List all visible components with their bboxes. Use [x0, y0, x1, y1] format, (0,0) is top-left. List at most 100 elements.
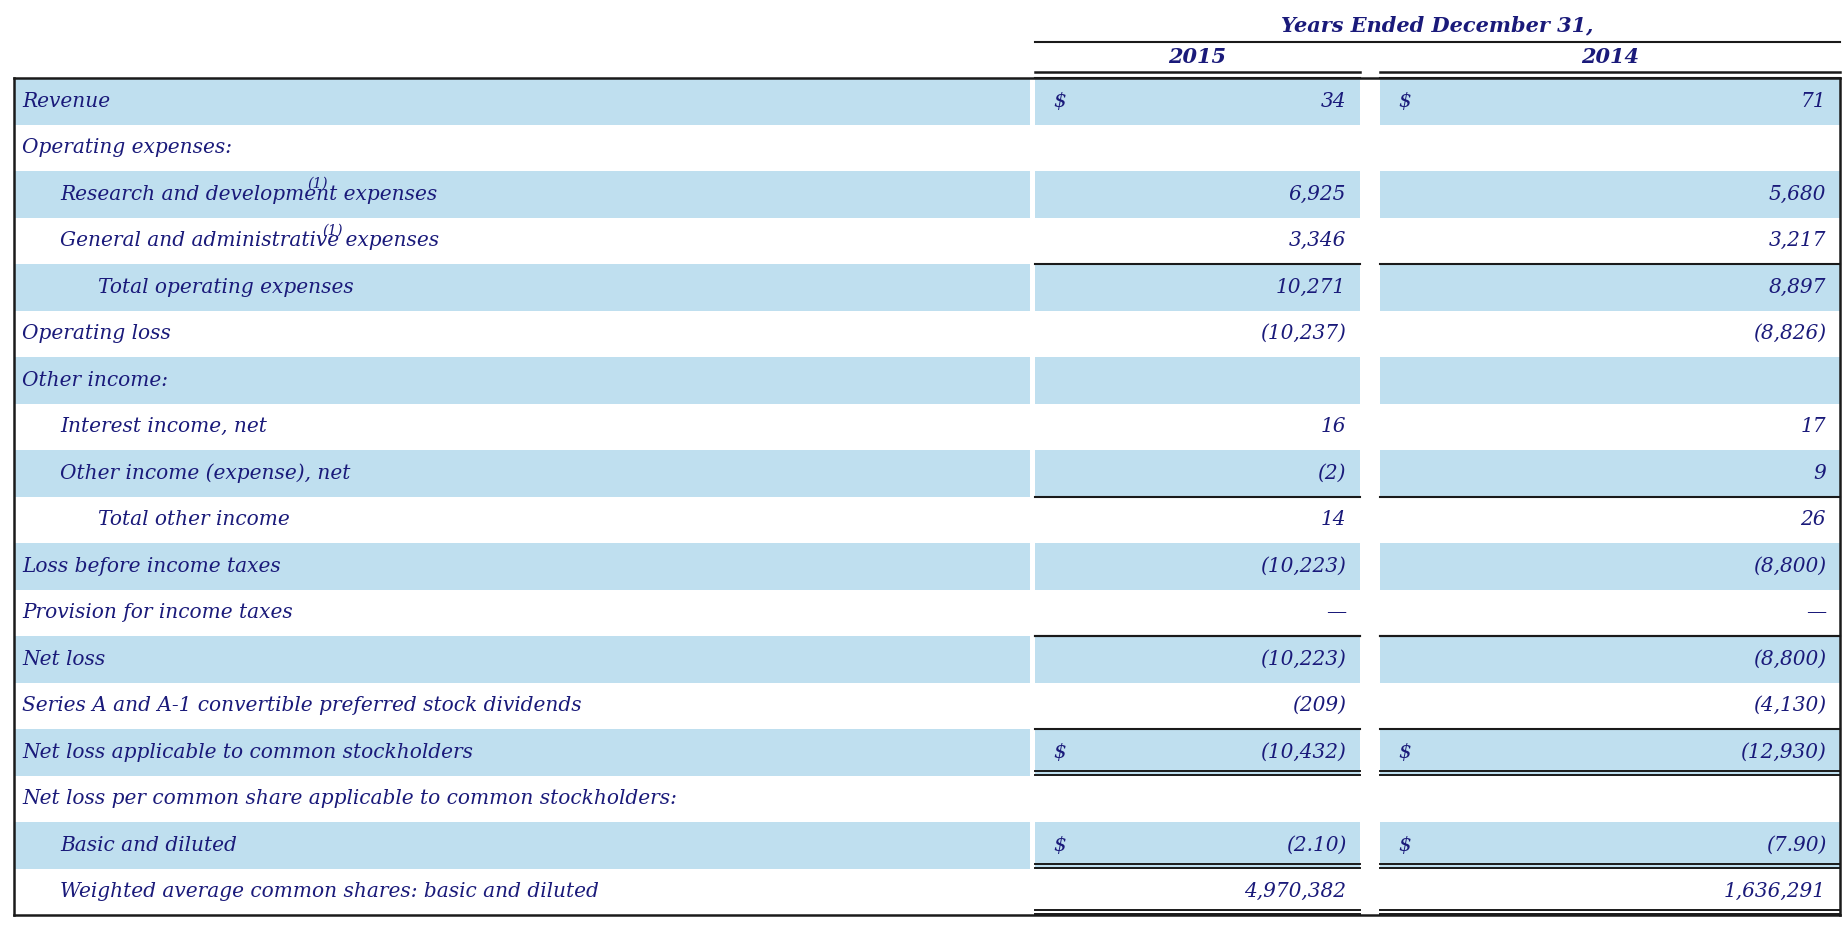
Bar	[1380, 218, 1841, 264]
Bar	[15, 682, 1029, 729]
Bar	[1035, 124, 1360, 171]
Bar	[1380, 357, 1841, 404]
Text: 3,346: 3,346	[1288, 231, 1345, 250]
Text: 5,680: 5,680	[1769, 184, 1826, 203]
Bar	[15, 404, 1029, 450]
Text: $: $	[1053, 743, 1066, 762]
Text: 6,925: 6,925	[1288, 184, 1345, 203]
Bar	[1380, 822, 1841, 868]
Text: 8,897: 8,897	[1769, 277, 1826, 296]
Text: Total other income: Total other income	[98, 510, 290, 529]
Bar	[15, 171, 1029, 218]
Bar	[1380, 171, 1841, 218]
Bar	[1035, 729, 1360, 775]
Bar	[1035, 78, 1360, 124]
Text: (7.90): (7.90)	[1765, 836, 1826, 855]
Bar	[1380, 404, 1841, 450]
Text: Revenue: Revenue	[22, 92, 111, 111]
Text: Operating expenses:: Operating expenses:	[22, 139, 233, 158]
Bar	[15, 218, 1029, 264]
Bar	[1380, 450, 1841, 497]
Bar	[1035, 404, 1360, 450]
Text: (1): (1)	[307, 177, 327, 191]
Text: Weighted average common shares: basic and diluted: Weighted average common shares: basic an…	[59, 883, 599, 902]
Bar	[1035, 590, 1360, 636]
Bar	[15, 822, 1029, 868]
Text: (8,826): (8,826)	[1754, 324, 1826, 343]
Text: 3,217: 3,217	[1769, 231, 1826, 250]
Text: (209): (209)	[1292, 696, 1345, 715]
Bar	[1035, 171, 1360, 218]
Text: Net loss per common share applicable to common stockholders:: Net loss per common share applicable to …	[22, 789, 676, 808]
Bar	[15, 124, 1029, 171]
Text: Basic and diluted: Basic and diluted	[59, 836, 237, 855]
Bar	[1035, 264, 1360, 311]
Text: (4,130): (4,130)	[1754, 696, 1826, 715]
Bar	[15, 311, 1029, 357]
Bar	[15, 78, 1029, 124]
Bar	[15, 497, 1029, 543]
Bar	[1380, 729, 1841, 775]
Text: 26: 26	[1800, 510, 1826, 529]
Bar	[15, 868, 1029, 915]
Bar	[1380, 264, 1841, 311]
Text: $: $	[1053, 836, 1066, 855]
Bar	[1035, 636, 1360, 682]
Bar	[1380, 78, 1841, 124]
Bar	[1035, 497, 1360, 543]
Text: (10,237): (10,237)	[1260, 324, 1345, 343]
Text: Net loss applicable to common stockholders: Net loss applicable to common stockholde…	[22, 743, 473, 762]
Text: 34: 34	[1321, 92, 1345, 111]
Text: 14: 14	[1321, 510, 1345, 529]
Text: 2015: 2015	[1168, 47, 1227, 67]
Text: $: $	[1053, 92, 1066, 111]
Text: (10,432): (10,432)	[1260, 743, 1345, 762]
Text: (2): (2)	[1318, 464, 1345, 483]
Text: —: —	[1325, 603, 1345, 622]
Bar	[1380, 636, 1841, 682]
Bar	[1380, 590, 1841, 636]
Bar	[15, 729, 1029, 775]
Text: 71: 71	[1800, 92, 1826, 111]
Bar	[1035, 682, 1360, 729]
Text: $: $	[1397, 92, 1410, 111]
Text: Loss before income taxes: Loss before income taxes	[22, 557, 281, 576]
Bar	[1035, 543, 1360, 590]
Bar	[15, 264, 1029, 311]
Bar	[1035, 450, 1360, 497]
Text: 2014: 2014	[1582, 47, 1639, 67]
Text: (8,800): (8,800)	[1754, 650, 1826, 669]
Bar	[1380, 311, 1841, 357]
Bar	[1380, 497, 1841, 543]
Bar	[15, 357, 1029, 404]
Text: 16: 16	[1321, 417, 1345, 436]
Text: Net loss: Net loss	[22, 650, 105, 669]
Text: Interest income, net: Interest income, net	[59, 417, 266, 436]
Text: General and administrative expenses: General and administrative expenses	[59, 231, 440, 250]
Text: (10,223): (10,223)	[1260, 650, 1345, 669]
Bar	[1380, 775, 1841, 822]
Text: Operating loss: Operating loss	[22, 324, 170, 343]
Text: Years Ended December 31,: Years Ended December 31,	[1281, 15, 1593, 35]
Text: Series A and A-1 convertible preferred stock dividends: Series A and A-1 convertible preferred s…	[22, 696, 582, 715]
Text: 10,271: 10,271	[1275, 277, 1345, 296]
Text: Other income:: Other income:	[22, 370, 168, 389]
Text: (1): (1)	[323, 223, 344, 238]
Text: (10,223): (10,223)	[1260, 557, 1345, 576]
Bar	[1035, 868, 1360, 915]
Text: —: —	[1805, 603, 1826, 622]
Text: 17: 17	[1800, 417, 1826, 436]
Bar	[1035, 218, 1360, 264]
Bar	[15, 636, 1029, 682]
Text: $: $	[1397, 836, 1410, 855]
Bar	[1380, 868, 1841, 915]
Bar	[15, 590, 1029, 636]
Text: 9: 9	[1813, 464, 1826, 483]
Text: (12,930): (12,930)	[1741, 743, 1826, 762]
Bar	[1380, 124, 1841, 171]
Text: $: $	[1397, 743, 1410, 762]
Bar	[15, 450, 1029, 497]
Bar	[1035, 357, 1360, 404]
Bar	[15, 543, 1029, 590]
Text: Provision for income taxes: Provision for income taxes	[22, 603, 292, 622]
